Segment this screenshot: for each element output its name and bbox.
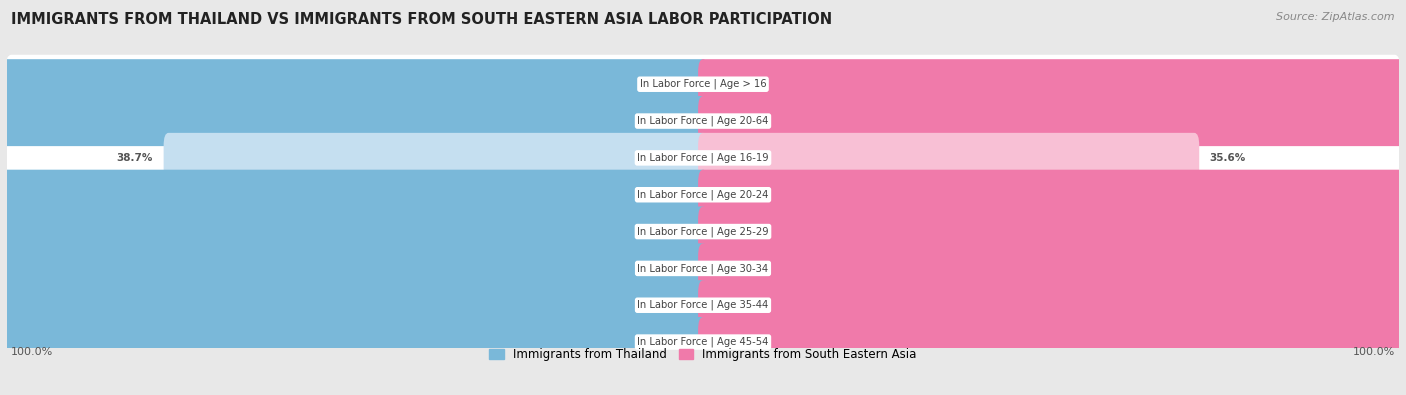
- Text: In Labor Force | Age 45-54: In Labor Force | Age 45-54: [637, 337, 769, 347]
- FancyBboxPatch shape: [6, 55, 1400, 114]
- FancyBboxPatch shape: [0, 59, 707, 109]
- FancyBboxPatch shape: [6, 165, 1400, 224]
- Legend: Immigrants from Thailand, Immigrants from South Eastern Asia: Immigrants from Thailand, Immigrants fro…: [485, 343, 921, 366]
- FancyBboxPatch shape: [6, 239, 1400, 298]
- FancyBboxPatch shape: [699, 96, 1406, 146]
- FancyBboxPatch shape: [6, 92, 1400, 150]
- FancyBboxPatch shape: [699, 243, 1406, 293]
- Text: 100.0%: 100.0%: [11, 347, 53, 357]
- Text: IMMIGRANTS FROM THAILAND VS IMMIGRANTS FROM SOUTH EASTERN ASIA LABOR PARTICIPATI: IMMIGRANTS FROM THAILAND VS IMMIGRANTS F…: [11, 12, 832, 27]
- FancyBboxPatch shape: [0, 280, 707, 330]
- FancyBboxPatch shape: [6, 312, 1400, 372]
- FancyBboxPatch shape: [163, 133, 707, 183]
- FancyBboxPatch shape: [0, 243, 707, 293]
- FancyBboxPatch shape: [6, 276, 1400, 335]
- FancyBboxPatch shape: [699, 317, 1406, 367]
- Text: In Labor Force | Age > 16: In Labor Force | Age > 16: [640, 79, 766, 90]
- Text: 100.0%: 100.0%: [1353, 347, 1395, 357]
- Text: Source: ZipAtlas.com: Source: ZipAtlas.com: [1277, 12, 1395, 22]
- FancyBboxPatch shape: [699, 133, 1199, 183]
- Text: In Labor Force | Age 20-64: In Labor Force | Age 20-64: [637, 116, 769, 126]
- Text: In Labor Force | Age 30-34: In Labor Force | Age 30-34: [637, 263, 769, 274]
- FancyBboxPatch shape: [699, 59, 1406, 109]
- FancyBboxPatch shape: [0, 317, 707, 367]
- Text: In Labor Force | Age 20-24: In Labor Force | Age 20-24: [637, 190, 769, 200]
- Text: 38.7%: 38.7%: [117, 153, 153, 163]
- Text: In Labor Force | Age 35-44: In Labor Force | Age 35-44: [637, 300, 769, 310]
- Text: In Labor Force | Age 16-19: In Labor Force | Age 16-19: [637, 152, 769, 163]
- Text: 35.6%: 35.6%: [1209, 153, 1246, 163]
- FancyBboxPatch shape: [699, 170, 1406, 220]
- FancyBboxPatch shape: [699, 280, 1406, 330]
- FancyBboxPatch shape: [0, 170, 707, 220]
- FancyBboxPatch shape: [0, 207, 707, 257]
- FancyBboxPatch shape: [6, 202, 1400, 261]
- Text: In Labor Force | Age 25-29: In Labor Force | Age 25-29: [637, 226, 769, 237]
- FancyBboxPatch shape: [699, 207, 1406, 257]
- FancyBboxPatch shape: [0, 96, 707, 146]
- FancyBboxPatch shape: [6, 128, 1400, 187]
